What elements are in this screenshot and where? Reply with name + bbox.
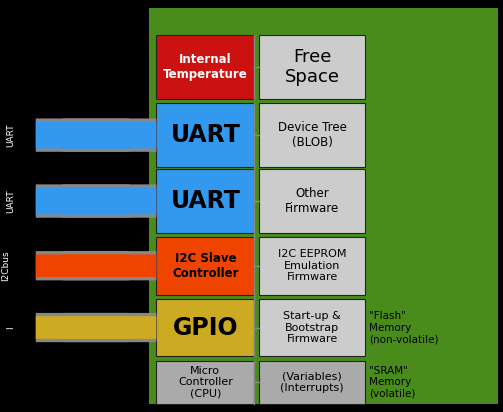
Text: "SRAM"
Memory
(volatile): "SRAM" Memory (volatile) (369, 366, 415, 399)
Text: I: I (6, 326, 15, 329)
Text: Other
Firmware: Other Firmware (285, 187, 339, 215)
FancyArrow shape (36, 122, 156, 148)
Text: Micro
Controller
(CPU): Micro Controller (CPU) (178, 365, 233, 399)
Text: I2C EEPROM
Emulation
Firmware: I2C EEPROM Emulation Firmware (278, 249, 347, 282)
Bar (149, 8, 498, 404)
FancyArrow shape (36, 188, 156, 214)
Text: UART: UART (6, 189, 15, 213)
FancyArrow shape (36, 255, 156, 277)
Bar (156, 237, 255, 295)
FancyArrow shape (36, 316, 156, 339)
Text: UART: UART (171, 123, 240, 147)
Text: (Variables)
(Interrupts): (Variables) (Interrupts) (280, 371, 344, 393)
Text: I2C Slave
Controller: I2C Slave Controller (172, 252, 238, 280)
Text: GPIO: GPIO (173, 316, 238, 339)
Bar (260, 35, 365, 99)
Bar (156, 35, 255, 99)
FancyArrow shape (36, 251, 156, 280)
Text: "Flash"
Memory
(non-volatile): "Flash" Memory (non-volatile) (369, 311, 438, 344)
FancyArrow shape (36, 122, 156, 148)
Bar (156, 103, 255, 167)
Bar (156, 360, 255, 404)
FancyArrow shape (36, 188, 156, 214)
Bar (260, 360, 365, 404)
Text: UART: UART (6, 123, 15, 147)
Bar (260, 299, 365, 356)
Text: Start-up &
Bootstrap
Firmware: Start-up & Bootstrap Firmware (283, 311, 341, 344)
FancyArrow shape (36, 316, 156, 339)
FancyArrow shape (36, 119, 156, 152)
FancyArrow shape (36, 313, 156, 342)
Bar (156, 299, 255, 356)
FancyArrow shape (36, 119, 156, 152)
Text: Device Tree
(BLOB): Device Tree (BLOB) (278, 121, 347, 149)
FancyArrow shape (36, 185, 156, 218)
FancyArrow shape (36, 185, 156, 218)
Bar (260, 103, 365, 167)
Bar (260, 237, 365, 295)
Bar (260, 169, 365, 233)
Text: UART: UART (171, 189, 240, 213)
Text: Free
Space: Free Space (285, 47, 340, 87)
FancyArrow shape (36, 255, 156, 277)
Bar (156, 169, 255, 233)
FancyArrow shape (36, 251, 156, 280)
FancyArrow shape (36, 313, 156, 342)
Text: Internal
Temperature: Internal Temperature (163, 53, 247, 81)
Text: I2Cbus: I2Cbus (1, 250, 10, 281)
